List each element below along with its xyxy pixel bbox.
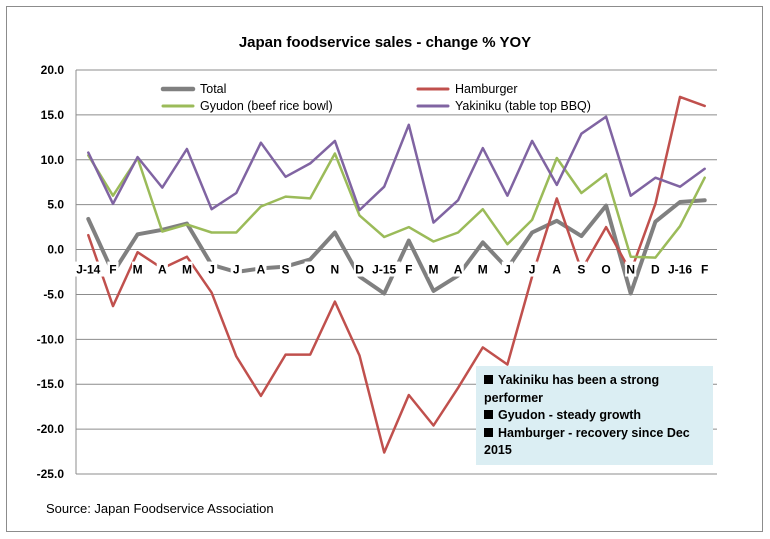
legend-label: Gyudon (beef rice bowl) xyxy=(200,99,333,113)
x-tick-label: A xyxy=(158,263,167,277)
x-tick-label: J xyxy=(504,263,511,277)
x-tick-bg xyxy=(663,261,697,277)
x-tick-label: J-16 xyxy=(668,263,692,277)
chart-title: Japan foodservice sales - change % YOY xyxy=(238,34,532,51)
x-tick-label: A xyxy=(454,263,463,277)
y-tick-label: -25.0 xyxy=(37,467,65,481)
annotation-box: Yakiniku has been a strong performer Gyu… xyxy=(476,366,713,465)
y-tick-label: 5.0 xyxy=(47,198,64,212)
legend-label: Total xyxy=(200,82,226,96)
x-tick-label: O xyxy=(306,263,315,277)
x-tick-label: F xyxy=(109,263,116,277)
x-tick-bg xyxy=(526,261,538,277)
annotation-text: Yakiniku has been a strong performer xyxy=(484,373,660,405)
x-tick-label: M xyxy=(428,263,438,277)
y-tick-label: 10.0 xyxy=(41,153,65,167)
x-tick-label: J xyxy=(233,263,240,277)
x-tick-label: A xyxy=(257,263,266,277)
x-tick-label: M xyxy=(133,263,143,277)
x-tick-label: F xyxy=(405,263,412,277)
y-tick-label: 0.0 xyxy=(47,243,64,257)
x-tick-bg xyxy=(699,261,711,277)
x-tick-label: J-14 xyxy=(76,263,100,277)
x-tick-bg xyxy=(501,261,514,277)
x-tick-bg xyxy=(71,261,105,277)
series-line-0 xyxy=(86,198,707,296)
y-tick-label: -5.0 xyxy=(43,287,64,301)
x-tick-label: M xyxy=(182,263,192,277)
series-line-2 xyxy=(87,152,706,259)
y-tick-label: -20.0 xyxy=(37,422,65,436)
x-tick-label: A xyxy=(552,263,561,277)
x-tick-bg xyxy=(205,261,218,277)
x-tick-bg xyxy=(403,261,415,277)
x-tick-bg xyxy=(477,261,489,277)
x-tick-bg xyxy=(427,261,440,277)
x-tick-bg xyxy=(156,261,168,277)
x-tick-bg xyxy=(452,261,464,277)
x-tick-label: S xyxy=(282,263,290,277)
x-tick-bg xyxy=(575,261,588,277)
x-tick-label: S xyxy=(577,263,585,277)
x-tick-bg xyxy=(255,261,267,277)
x-tick-bg xyxy=(329,261,341,277)
legend-label: Hamburger xyxy=(455,82,518,96)
bullet-icon xyxy=(484,410,493,419)
x-axis-ticks: J-14 F M A M J J A S O N D J-15 F M A M J J A S O N D J-16 F xyxy=(71,261,711,277)
x-tick-bg xyxy=(132,261,144,277)
x-tick-label: O xyxy=(601,263,610,277)
x-tick-bg xyxy=(230,261,242,277)
annotation-text: Hamburger - recovery since Dec 2015 xyxy=(484,425,690,458)
y-tick-label: -10.0 xyxy=(37,332,65,346)
x-tick-bg xyxy=(279,261,292,277)
x-tick-label: F xyxy=(701,263,708,277)
x-tick-label: J xyxy=(208,263,215,277)
x-tick-bg xyxy=(367,261,401,277)
x-tick-bg xyxy=(649,261,661,277)
x-tick-bg xyxy=(551,261,563,277)
x-tick-label: N xyxy=(331,263,340,277)
x-tick-bg xyxy=(353,261,366,277)
x-tick-label: J xyxy=(529,263,536,277)
y-axis-ticks: 20.0 15.0 10.0 5.0 0.0 -5.0 -10.0 -15.0 -20.0 -25… xyxy=(37,63,65,481)
x-tick-label: D xyxy=(651,263,660,277)
annotation-line: Hamburger - recovery since Dec 2015 xyxy=(484,425,705,460)
x-tick-bg xyxy=(625,261,637,277)
legend-label: Yakiniku (table top BBQ) xyxy=(455,99,591,113)
x-tick-label: N xyxy=(626,263,635,277)
annotation-line: Yakiniku has been a strong performer xyxy=(484,372,705,407)
legend: Total Hamburger Gyudon (beef rice bowl) Yak… xyxy=(160,82,591,113)
x-tick-bg xyxy=(304,261,316,277)
y-tick-label: 15.0 xyxy=(41,108,65,122)
series-line-3 xyxy=(87,115,706,224)
annotation-line: Gyudon - steady growth xyxy=(484,407,705,425)
y-tick-label: -15.0 xyxy=(37,377,65,391)
y-tick-label: 20.0 xyxy=(41,63,65,77)
bullet-icon xyxy=(484,375,493,384)
x-tick-bg xyxy=(181,261,193,277)
annotation-text: Gyudon - steady growth xyxy=(498,408,642,422)
x-tick-bg xyxy=(107,261,119,277)
x-tick-bg xyxy=(600,261,612,277)
bullet-icon xyxy=(484,427,493,437)
source-note: Source: Japan Foodservice Association xyxy=(46,501,274,516)
x-tick-label: D xyxy=(355,263,364,277)
x-tick-label: J-15 xyxy=(372,263,396,277)
x-tick-label: M xyxy=(478,263,488,277)
